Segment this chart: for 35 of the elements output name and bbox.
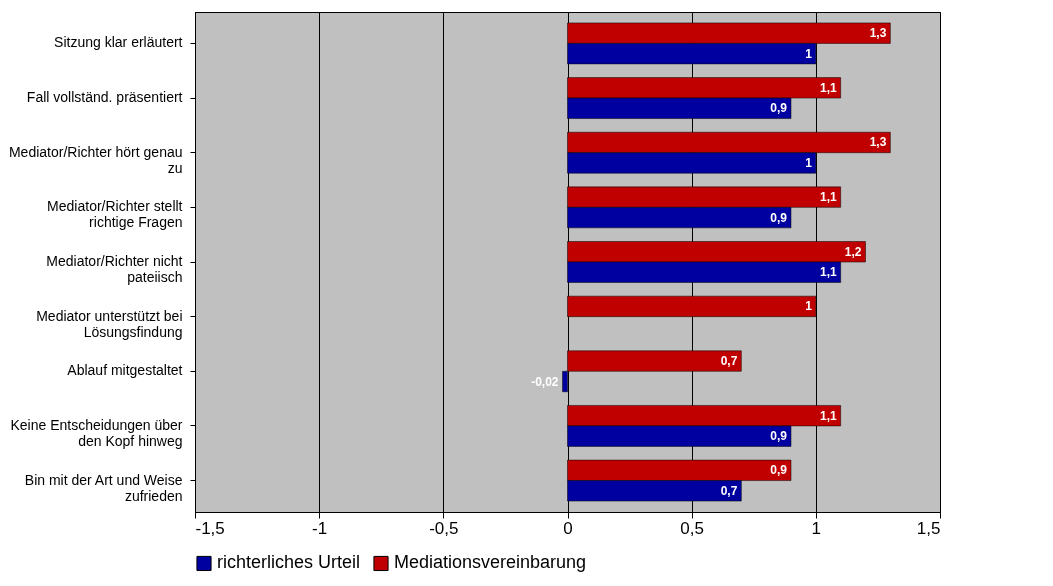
y-tick-label: Mediator/Richter stellt richtige Fragen [47, 198, 183, 231]
data-label: 0,9 [770, 210, 788, 225]
x-tick-label: -1 [312, 518, 328, 538]
y-tick-label: Sitzung klar erläutert [54, 34, 183, 51]
x-tick-label: 0 [563, 518, 573, 538]
data-label: 1 [805, 155, 813, 170]
data-label: 1,1 [819, 80, 837, 95]
data-label: 0,9 [770, 463, 788, 478]
data-label: 1,1 [819, 408, 837, 423]
x-tick-label: -0,5 [429, 518, 459, 538]
x-tick-label: 1,5 [916, 518, 941, 538]
data-label: 0,9 [770, 101, 788, 116]
y-tick-label: Fall vollständ. präsentiert [26, 89, 183, 106]
legend-label: richterliches Urteil [217, 552, 361, 573]
data-label: 1,1 [819, 265, 837, 280]
data-label: 1 [805, 299, 813, 314]
data-label: 0,7 [720, 354, 738, 369]
y-tick-label: Mediator/Richter nicht pateiisch [46, 253, 183, 285]
y-tick-label: Mediator/Richter hört genau zu [8, 143, 183, 176]
data-label: 1,3 [869, 135, 887, 150]
data-label: 1,3 [869, 26, 887, 41]
data-label: -0,02 [531, 374, 559, 389]
data-label: 1 [805, 46, 813, 61]
data-label: 1,2 [844, 244, 862, 259]
y-tick-label: Bin mit der Art und Weise zufrieden [24, 471, 183, 504]
x-tick-label: -1,5 [195, 518, 225, 538]
x-tick-label: 1 [811, 518, 822, 538]
data-label: 0,9 [770, 429, 788, 444]
data-label: 0,7 [720, 483, 738, 498]
y-tick-label: Ablauf mitgestaltet [67, 362, 183, 379]
data-label: 1,1 [819, 190, 837, 205]
x-tick-label: 0,5 [680, 518, 704, 538]
legend-label: Mediationsvereinbarung [394, 552, 587, 573]
y-tick-label: Mediator unterstützt bei Lösungsfindung [36, 307, 183, 340]
y-tick-label: Keine Entscheidungen über den Kopf hinweg [10, 416, 183, 449]
